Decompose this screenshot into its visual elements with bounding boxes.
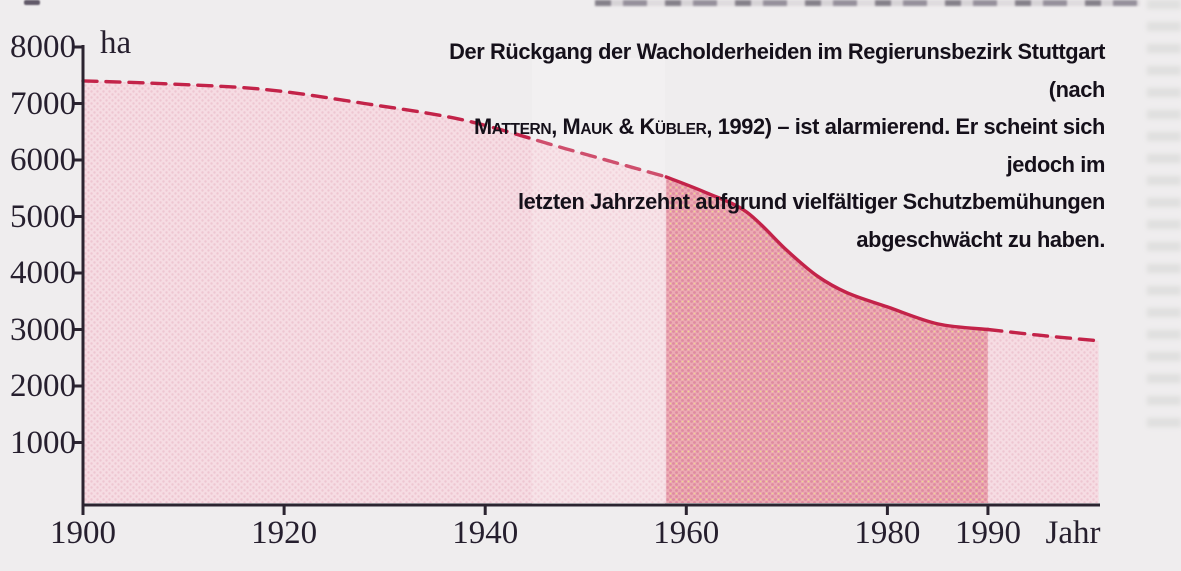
- y-axis-unit-label: ha: [100, 25, 132, 61]
- caption-line-1: Der Rückgang der Wacholderheiden im Regi…: [449, 39, 1105, 102]
- axes: [81, 45, 1100, 507]
- y-tick-label-8000: 8000: [10, 29, 76, 65]
- caption-line-2: Mattern, Mauk & Kübler, 1992) – ist alar…: [436, 108, 1105, 183]
- y-tick-label-4000: 4000: [10, 255, 76, 291]
- caption-line-2-rest: , 1992) – ist alarmierend. Er scheint si…: [706, 114, 1105, 177]
- scan-artifact-bleed: [1147, 0, 1181, 430]
- curve-dashed-pre-1958: [81, 79, 668, 179]
- y-tick-label-1000: 1000: [10, 424, 76, 461]
- scan-artifact-top-edge: [595, 0, 1140, 6]
- y-tick-label-6000: 6000: [10, 142, 76, 178]
- x-tick-label-1980: 1980: [854, 515, 921, 551]
- figure-caption: Der Rückgang der Wacholderheiden im Regi…: [436, 33, 1105, 258]
- curve-dashed-post-1990: [986, 327, 1101, 343]
- x-tick-label-1990: 1990: [954, 515, 1021, 551]
- x-tick-label-1920: 1920: [251, 515, 318, 551]
- y-tick-label-3000: 3000: [10, 311, 76, 348]
- caption-line-3: letzten Jahrzehnt aufgrund vielfältiger …: [517, 189, 1105, 214]
- caption-line-4: abgeschwächt zu haben.: [856, 226, 1105, 252]
- x-tick-label-1900: 1900: [50, 515, 116, 551]
- area-fills: [83, 80, 1099, 504]
- x-axis-unit-label: Jahr: [1045, 515, 1101, 551]
- y-tick-label-7000: 7000: [10, 85, 76, 122]
- tick-marks: [72, 45, 990, 515]
- scan-artifact-corner: [24, 0, 40, 5]
- curve-solid-1958-1990: [664, 175, 990, 332]
- area-fill-solid-1958-1990: [666, 176, 988, 503]
- y-tick-label-5000: 5000: [10, 198, 76, 235]
- x-tick-label-1940: 1940: [452, 515, 519, 551]
- caption-author-names: Mattern, Mauk & Kübler: [473, 114, 707, 139]
- curve-lines: [81, 79, 1101, 343]
- y-tick-label-2000: 2000: [10, 368, 76, 404]
- area-fill-dashed-post-1990: [987, 329, 1099, 503]
- x-tick-label-1960: 1960: [653, 515, 720, 551]
- area-fill-dashed-pre-1958: [83, 80, 667, 504]
